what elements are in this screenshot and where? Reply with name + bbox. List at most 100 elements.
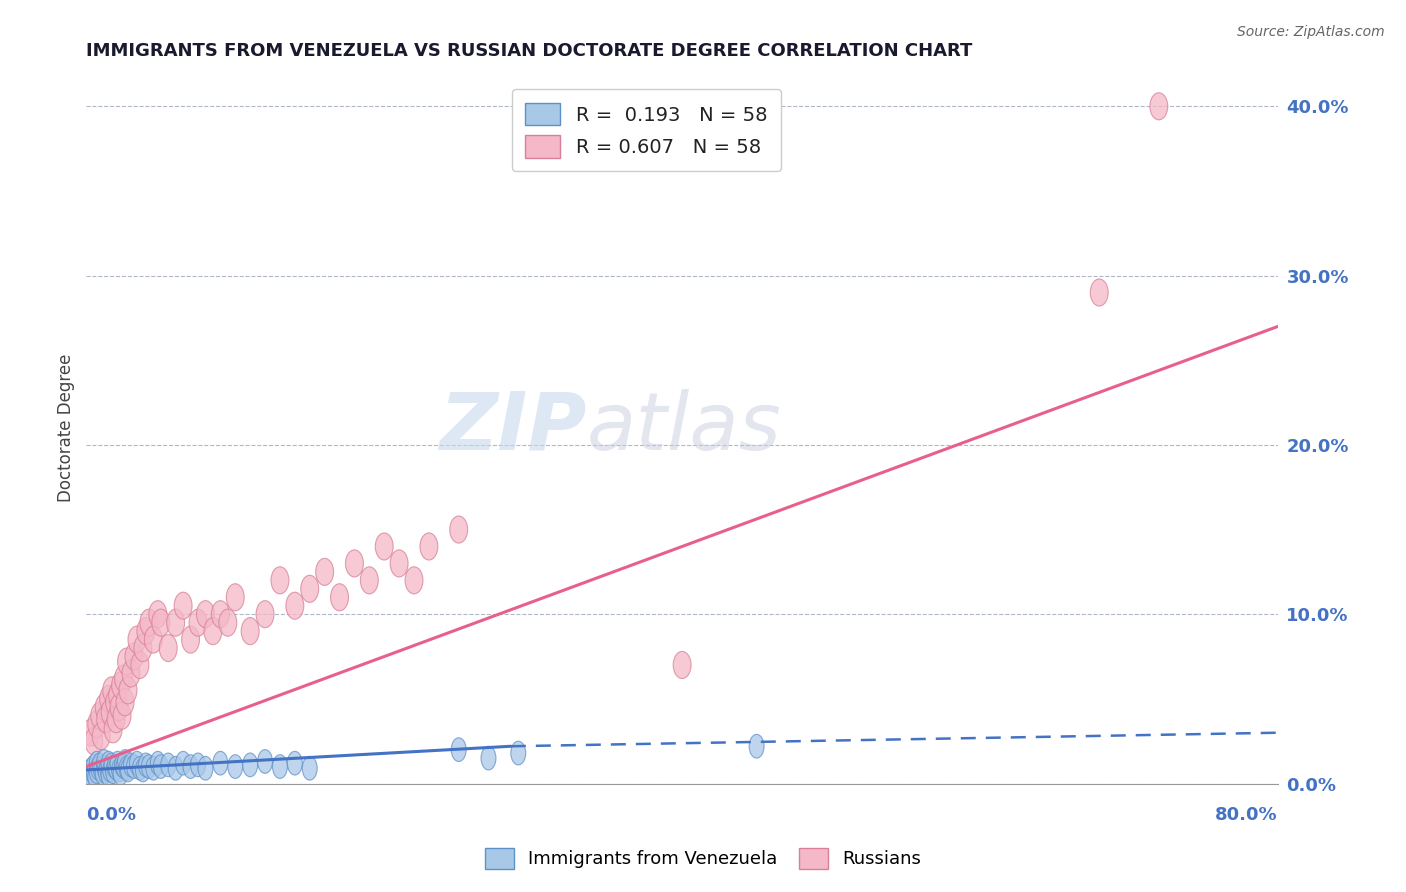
Ellipse shape [115, 753, 129, 777]
Ellipse shape [391, 549, 408, 577]
Text: IMMIGRANTS FROM VENEZUELA VS RUSSIAN DOCTORATE DEGREE CORRELATION CHART: IMMIGRANTS FROM VENEZUELA VS RUSSIAN DOC… [86, 42, 973, 60]
Ellipse shape [129, 751, 145, 775]
Ellipse shape [89, 751, 104, 775]
Ellipse shape [103, 758, 118, 781]
Ellipse shape [100, 756, 115, 780]
Ellipse shape [117, 689, 134, 715]
Ellipse shape [481, 747, 496, 770]
Ellipse shape [97, 706, 115, 732]
Ellipse shape [152, 609, 170, 636]
Ellipse shape [98, 760, 112, 783]
Ellipse shape [134, 634, 152, 662]
Ellipse shape [132, 756, 148, 780]
Ellipse shape [124, 753, 138, 777]
Ellipse shape [316, 558, 333, 585]
Legend: R =  0.193   N = 58, R = 0.607   N = 58: R = 0.193 N = 58, R = 0.607 N = 58 [512, 89, 780, 171]
Ellipse shape [188, 609, 207, 636]
Ellipse shape [97, 755, 111, 779]
Ellipse shape [181, 626, 200, 653]
Ellipse shape [174, 592, 193, 619]
Ellipse shape [104, 715, 122, 743]
Ellipse shape [257, 749, 273, 773]
Ellipse shape [450, 516, 468, 543]
Ellipse shape [228, 755, 243, 779]
Ellipse shape [451, 738, 467, 762]
Ellipse shape [183, 755, 198, 779]
Ellipse shape [256, 600, 274, 628]
Ellipse shape [84, 766, 100, 790]
Ellipse shape [420, 533, 437, 560]
Ellipse shape [104, 753, 120, 777]
Text: atlas: atlas [586, 389, 782, 467]
Ellipse shape [226, 583, 245, 611]
Ellipse shape [198, 756, 212, 780]
Ellipse shape [83, 758, 98, 781]
Ellipse shape [153, 755, 169, 779]
Ellipse shape [122, 660, 141, 687]
Ellipse shape [108, 756, 124, 780]
Ellipse shape [149, 600, 167, 628]
Ellipse shape [273, 755, 287, 779]
Ellipse shape [159, 634, 177, 662]
Ellipse shape [101, 764, 117, 787]
Ellipse shape [141, 609, 157, 636]
Ellipse shape [360, 566, 378, 594]
Ellipse shape [82, 764, 97, 787]
Ellipse shape [346, 549, 363, 577]
Ellipse shape [101, 698, 120, 726]
Ellipse shape [118, 749, 132, 773]
Ellipse shape [160, 753, 176, 777]
Ellipse shape [242, 617, 259, 645]
Ellipse shape [219, 609, 236, 636]
Ellipse shape [136, 617, 155, 645]
Ellipse shape [118, 648, 135, 675]
Ellipse shape [510, 741, 526, 764]
Ellipse shape [375, 533, 394, 560]
Ellipse shape [120, 756, 134, 780]
Ellipse shape [82, 719, 100, 747]
Ellipse shape [96, 694, 112, 721]
Ellipse shape [673, 651, 692, 679]
Ellipse shape [145, 626, 162, 653]
Ellipse shape [211, 600, 229, 628]
Text: 80.0%: 80.0% [1215, 806, 1278, 824]
Ellipse shape [105, 689, 124, 715]
Ellipse shape [112, 762, 128, 785]
Ellipse shape [125, 643, 143, 670]
Ellipse shape [86, 755, 101, 779]
Ellipse shape [115, 665, 132, 692]
Ellipse shape [111, 672, 129, 698]
Ellipse shape [197, 600, 214, 628]
Ellipse shape [117, 755, 131, 779]
Text: ZIP: ZIP [440, 389, 586, 467]
Ellipse shape [91, 702, 108, 730]
Text: Source: ZipAtlas.com: Source: ZipAtlas.com [1237, 25, 1385, 39]
Ellipse shape [302, 756, 318, 780]
Ellipse shape [107, 706, 125, 732]
Ellipse shape [110, 694, 128, 721]
Ellipse shape [93, 723, 110, 749]
Ellipse shape [112, 702, 131, 730]
Ellipse shape [103, 677, 121, 704]
Ellipse shape [138, 753, 153, 777]
Ellipse shape [176, 751, 191, 775]
Ellipse shape [93, 753, 107, 777]
Ellipse shape [405, 566, 423, 594]
Ellipse shape [749, 734, 763, 758]
Ellipse shape [150, 751, 166, 775]
Ellipse shape [243, 753, 257, 777]
Ellipse shape [167, 609, 184, 636]
Ellipse shape [121, 758, 135, 781]
Ellipse shape [285, 592, 304, 619]
Ellipse shape [127, 755, 142, 779]
Ellipse shape [86, 762, 101, 785]
Ellipse shape [91, 756, 105, 780]
Ellipse shape [111, 758, 127, 781]
Ellipse shape [301, 575, 319, 602]
Legend: Immigrants from Venezuela, Russians: Immigrants from Venezuela, Russians [478, 840, 928, 876]
Ellipse shape [87, 711, 105, 738]
Ellipse shape [131, 651, 149, 679]
Ellipse shape [128, 626, 146, 653]
Ellipse shape [204, 617, 222, 645]
Ellipse shape [271, 566, 288, 594]
